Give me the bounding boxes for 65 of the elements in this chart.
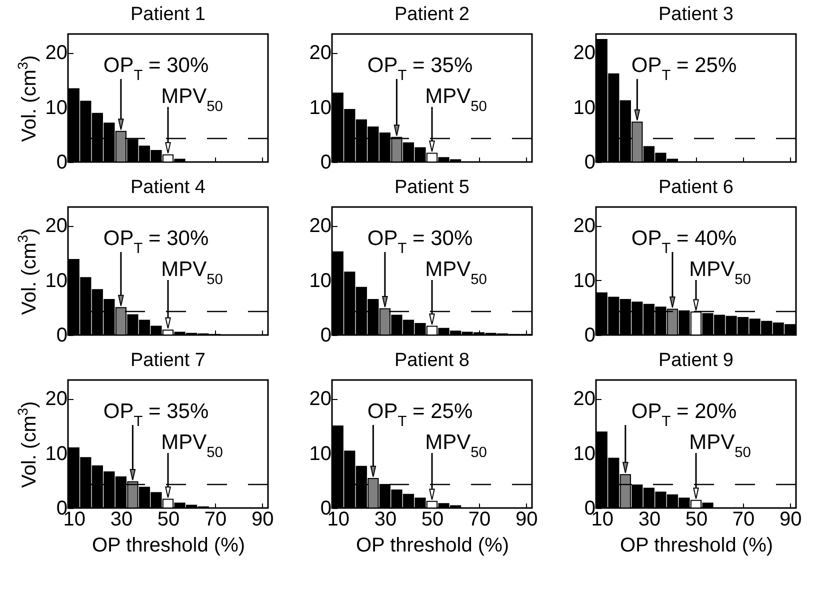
chart-title: Patient 8 — [394, 350, 470, 371]
annotation: MPV$_{50}$ — [689, 431, 751, 461]
chart-title: Patient 5 — [394, 177, 470, 198]
annotation: OP$_{T}$ = 30% — [367, 227, 473, 257]
y-tick-label: 20 — [45, 42, 68, 64]
y-tick-label: 0 — [584, 152, 596, 174]
x-tick-label: 90 — [779, 508, 802, 530]
chart-title: Patient 9 — [658, 350, 734, 371]
y-tick-label: 10 — [45, 442, 68, 465]
y-tick-label: 0 — [56, 324, 68, 346]
chart-title: Patient 7 — [130, 350, 206, 371]
x-tick-label: 90 — [515, 508, 538, 530]
x-axis-title: OP threshold (%) — [356, 534, 510, 556]
annotation: MPV$_{50}$ — [425, 258, 487, 288]
chart-title: Patient 3 — [658, 4, 734, 25]
x-tick-label: 50 — [421, 508, 444, 530]
x-tick-label: 30 — [638, 508, 661, 530]
x-axis-title: OP threshold (%) — [620, 534, 774, 556]
y-tick-label: 20 — [309, 215, 332, 238]
y-tick-label: 0 — [584, 324, 596, 346]
annotation: OP$_{T}$ = 35% — [367, 54, 473, 84]
y-tick-label: 10 — [309, 270, 332, 292]
x-tick-label: 50 — [157, 508, 180, 530]
annotation: OP$_{T}$ = 40% — [631, 227, 737, 257]
annotation: OP$_{T}$ = 20% — [631, 400, 737, 430]
y-tick-label: 20 — [45, 388, 68, 410]
y-tick-label: 20 — [573, 215, 596, 238]
annotation: OP$_{T}$ = 30% — [103, 227, 209, 257]
y-tick-label: 20 — [309, 42, 332, 64]
annotation: MPV$_{50}$ — [161, 85, 223, 115]
annotation: OP$_{T}$ = 35% — [103, 400, 209, 430]
y-tick-label: 10 — [573, 96, 596, 119]
x-tick-label: 70 — [468, 508, 491, 530]
chart-title: Patient 6 — [658, 177, 734, 198]
annotation: OP$_{T}$ = 25% — [367, 400, 473, 430]
y-tick-label: 0 — [320, 152, 332, 174]
x-tick-label: 50 — [685, 508, 708, 530]
x-tick-label: 30 — [374, 508, 397, 530]
chart-title: Patient 1 — [130, 4, 206, 25]
y-tick-label: 20 — [45, 215, 68, 238]
annotation: MPV$_{50}$ — [161, 258, 223, 288]
y-tick-label: 20 — [309, 388, 332, 410]
annotation: OP$_{T}$ = 30% — [103, 54, 209, 84]
y-tick-label: 10 — [45, 96, 68, 119]
annotation: MPV$_{50}$ — [161, 431, 223, 461]
y-tick-label: 20 — [573, 388, 596, 410]
y-tick-label: 10 — [309, 442, 332, 465]
annotation: OP$_{T}$ = 25% — [631, 54, 737, 84]
x-axis-title: OP threshold (%) — [92, 534, 246, 556]
y-tick-label: 0 — [320, 324, 332, 346]
annotation: MPV$_{50}$ — [425, 85, 487, 115]
chart-title: Patient 2 — [394, 4, 470, 25]
y-tick-label: 10 — [573, 270, 596, 292]
y-tick-label: 10 — [45, 270, 68, 292]
y-tick-label: 0 — [56, 152, 68, 174]
annotation: MPV$_{50}$ — [689, 258, 751, 288]
x-tick-label: 90 — [251, 508, 274, 530]
y-tick-label: 10 — [309, 96, 332, 119]
chart-title: Patient 4 — [130, 177, 206, 198]
annotation: MPV$_{50}$ — [425, 431, 487, 461]
x-tick-label: 70 — [204, 508, 227, 530]
x-tick-label: 30 — [110, 508, 133, 530]
y-tick-label: 20 — [573, 42, 596, 64]
x-tick-label: 70 — [732, 508, 755, 530]
y-tick-label: 10 — [573, 442, 596, 465]
